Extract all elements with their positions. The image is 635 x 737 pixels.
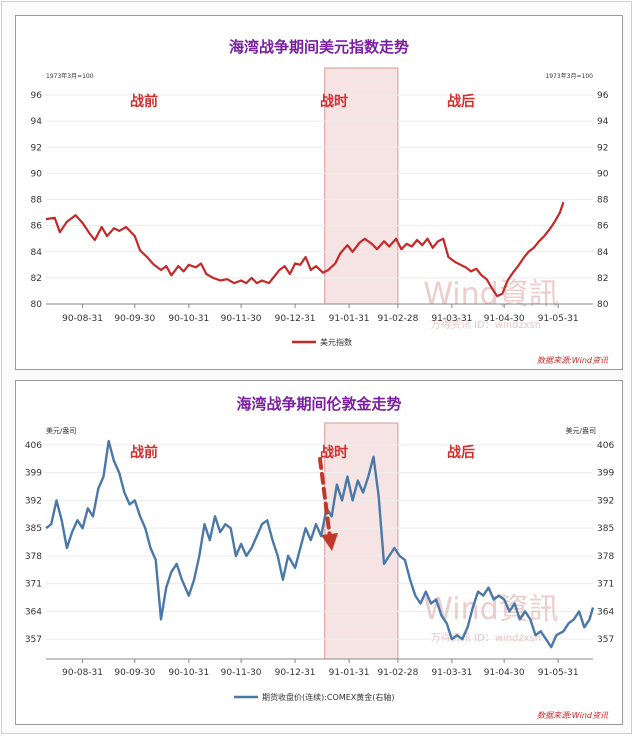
chart-title: 海湾战争期间美元指数走势 — [229, 38, 409, 56]
left-y-tick-label: 392 — [25, 496, 42, 506]
right-y-tick-label: 385 — [597, 524, 614, 534]
watermark-sub: 万得资讯 ID：windzxsh — [431, 632, 541, 644]
left-y-tick-label: 406 — [25, 441, 42, 451]
left-y-tick-label: 357 — [25, 635, 42, 645]
down-trend-arrow — [318, 457, 338, 551]
phase-label-postwar: 战后 — [447, 444, 475, 461]
phase-label-prewar: 战前 — [130, 93, 158, 110]
right-y-tick-label: 371 — [597, 580, 614, 590]
left-y-tick-label: 88 — [31, 196, 43, 206]
left-y-tick-label: 90 — [31, 169, 43, 179]
left-y-tick-label: 96 — [31, 91, 43, 101]
gold-price-chart: 海湾战争期间伦敦金走势 美元/盎司 美元/盎司 战前 战时 战后 Wind資訊 … — [25, 395, 615, 720]
legend-label: 美元指数 — [320, 337, 352, 347]
x-tick-label: 91-01-31 — [329, 314, 370, 324]
x-tick-label: 90-12-31 — [275, 668, 316, 678]
gold-price-panel: 海湾战争期间伦敦金走势 美元/盎司 美元/盎司 战前 战时 战后 Wind資訊 … — [15, 380, 623, 725]
phase-label-war: 战时 — [320, 444, 348, 461]
grid-lines — [46, 444, 593, 640]
left-y-tick-label: 378 — [25, 552, 42, 562]
right-y-tick-label: 378 — [597, 552, 614, 562]
right-y-tick-label: 392 — [597, 496, 614, 506]
x-tick-label: 91-05-31 — [538, 314, 579, 324]
left-y-tick-label: 385 — [25, 524, 42, 534]
x-tick-label: 90-12-31 — [275, 314, 316, 324]
watermark: Wind資訊 — [423, 592, 558, 627]
left-y-tick-label: 399 — [25, 469, 42, 479]
gold-price-line — [45, 439, 595, 649]
war-period-band — [324, 422, 399, 660]
right-y-tick-label: 399 — [597, 469, 614, 479]
right-y-tick-label: 80 — [597, 300, 609, 310]
x-tick-label: 90-11-30 — [221, 314, 262, 324]
right-axis-note: 1973年3月=100 — [545, 72, 593, 80]
right-axis-note: 美元/盎司 — [566, 426, 596, 435]
watermark: Wind資訊 — [423, 277, 558, 312]
x-tick-label: 91-01-31 — [329, 668, 370, 678]
right-y-tick-label: 82 — [597, 274, 608, 284]
left-y-tick-label: 84 — [31, 248, 43, 258]
x-tick-label: 91-05-31 — [538, 668, 579, 678]
right-y-tick-label: 94 — [597, 117, 609, 127]
left-y-tick-label: 92 — [31, 143, 42, 153]
phase-label-war: 战时 — [320, 93, 348, 110]
phase-label-prewar: 战前 — [130, 444, 158, 461]
left-axis-note: 美元/盎司 — [46, 426, 76, 435]
x-tick-label: 91-04-30 — [484, 668, 525, 678]
x-tick-label: 91-04-30 — [484, 314, 525, 324]
x-tick-label: 90-09-30 — [114, 668, 155, 678]
war-period-band — [324, 67, 399, 305]
watermark-sub: 万得资讯 ID：windzxsh — [431, 319, 541, 331]
right-y-tick-label: 96 — [597, 91, 609, 101]
x-tick-label: 90-08-31 — [62, 314, 103, 324]
legend-label: 期货收盘价(连续):COMEX黄金(右轴) — [262, 692, 395, 702]
left-y-tick-label: 86 — [31, 222, 43, 232]
usd-index-panel: 海湾战争期间美元指数走势 1973年3月=100 1973年3月=100 战前 … — [15, 15, 623, 370]
grid-lines — [46, 94, 593, 305]
right-y-tick-label: 84 — [597, 248, 609, 258]
left-y-tick-label: 364 — [25, 607, 42, 617]
right-y-tick-label: 86 — [597, 222, 609, 232]
left-y-tick-label: 94 — [31, 117, 43, 127]
left-y-tick-label: 82 — [31, 274, 42, 284]
x-tick-label: 90-10-31 — [168, 668, 209, 678]
right-y-tick-label: 92 — [597, 143, 608, 153]
right-y-tick-label: 364 — [597, 607, 614, 617]
source-note: 数据来源:Wind资讯 — [537, 711, 609, 720]
axis-ticks: 357 357 364 364 371 371 378 378 385 385 392 392 399 3… — [25, 441, 615, 678]
right-y-tick-label: 90 — [597, 169, 609, 179]
usd-index-line — [45, 201, 565, 298]
x-tick-label: 91-03-31 — [431, 668, 472, 678]
x-tick-label: 90-08-31 — [62, 668, 103, 678]
left-axis-note: 1973年3月=100 — [46, 72, 94, 80]
x-tick-label: 91-03-31 — [431, 314, 472, 324]
right-y-tick-label: 406 — [597, 441, 614, 451]
usd-index-chart: 海湾战争期间美元指数走势 1973年3月=100 1973年3月=100 战前 … — [31, 38, 609, 365]
x-tick-label: 90-11-30 — [221, 668, 262, 678]
chart-title: 海湾战争期间伦敦金走势 — [236, 395, 401, 413]
x-tick-label: 91-02-28 — [377, 314, 418, 324]
source-note: 数据来源:Wind资讯 — [537, 356, 609, 365]
x-tick-label: 91-02-28 — [377, 668, 418, 678]
axis-ticks: 80 80 82 82 84 84 86 86 88 88 90 90 92 92 94 94 96 96 90-0… — [31, 91, 609, 324]
left-y-tick-label: 371 — [25, 580, 42, 590]
left-y-tick-label: 80 — [31, 300, 43, 310]
phase-label-postwar: 战后 — [447, 93, 475, 110]
right-y-tick-label: 357 — [597, 635, 614, 645]
x-tick-label: 90-09-30 — [114, 314, 155, 324]
x-tick-label: 90-10-31 — [168, 314, 209, 324]
right-y-tick-label: 88 — [597, 196, 609, 206]
